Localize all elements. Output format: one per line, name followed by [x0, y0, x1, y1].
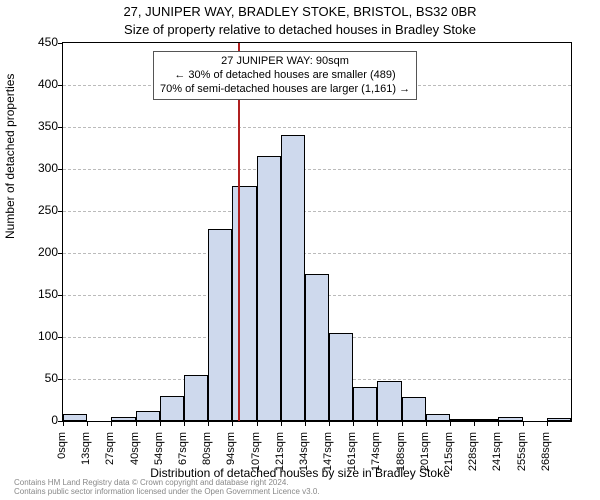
histogram-bar: [63, 414, 87, 421]
x-tick-mark: [136, 421, 137, 426]
y-tick-label: 300: [18, 161, 58, 175]
histogram-bar: [184, 375, 208, 421]
y-tick-label: 350: [18, 119, 58, 133]
histogram-bar: [329, 333, 353, 421]
chart-container: 27, JUNIPER WAY, BRADLEY STOKE, BRISTOL,…: [0, 0, 600, 500]
y-axis-label: Number of detached properties: [3, 74, 17, 239]
x-tick-label: 40sqm: [129, 432, 141, 482]
grid-line: [63, 211, 571, 212]
x-tick-label: 13sqm: [80, 432, 92, 482]
x-tick-label: 161sqm: [346, 432, 358, 482]
x-tick-mark: [208, 421, 209, 426]
y-tick-mark: [58, 211, 63, 212]
x-tick-label: 255sqm: [516, 432, 528, 482]
x-tick-mark: [474, 421, 475, 426]
x-tick-label: 147sqm: [322, 432, 334, 482]
y-tick-label: 100: [18, 329, 58, 343]
x-tick-mark: [87, 421, 88, 426]
x-tick-mark: [184, 421, 185, 426]
y-tick-mark: [58, 379, 63, 380]
x-tick-mark: [63, 421, 64, 426]
x-tick-mark: [281, 421, 282, 426]
histogram-bar: [305, 274, 329, 421]
plot-area: 27 JUNIPER WAY: 90sqm ← 30% of detached …: [62, 42, 572, 422]
title-sub: Size of property relative to detached ho…: [0, 22, 600, 37]
grid-line: [63, 127, 571, 128]
x-tick-label: 268sqm: [540, 432, 552, 482]
x-tick-label: 228sqm: [467, 432, 479, 482]
y-tick-label: 450: [18, 35, 58, 49]
y-tick-mark: [58, 127, 63, 128]
annotation-line-3: 70% of semi-detached houses are larger (…: [160, 83, 410, 97]
x-tick-mark: [450, 421, 451, 426]
title-main: 27, JUNIPER WAY, BRADLEY STOKE, BRISTOL,…: [0, 4, 600, 19]
x-tick-mark: [377, 421, 378, 426]
x-tick-label: 134sqm: [298, 432, 310, 482]
y-tick-label: 400: [18, 77, 58, 91]
histogram-bar: [377, 381, 401, 421]
y-tick-mark: [58, 43, 63, 44]
histogram-bar: [160, 396, 184, 421]
histogram-bar: [450, 419, 474, 421]
x-tick-mark: [523, 421, 524, 426]
annotation-line-1: 27 JUNIPER WAY: 90sqm: [160, 55, 410, 69]
x-tick-label: 215sqm: [443, 432, 455, 482]
x-tick-mark: [111, 421, 112, 426]
x-tick-label: 121sqm: [274, 432, 286, 482]
histogram-bar: [474, 419, 498, 421]
x-tick-label: 174sqm: [370, 432, 382, 482]
histogram-bar: [111, 417, 135, 421]
x-tick-label: 54sqm: [153, 432, 165, 482]
x-tick-label: 107sqm: [250, 432, 262, 482]
y-tick-label: 50: [18, 371, 58, 385]
histogram-bar: [547, 418, 571, 421]
footer-line-2: Contains public sector information licen…: [14, 488, 320, 497]
x-tick-mark: [426, 421, 427, 426]
y-tick-mark: [58, 169, 63, 170]
x-tick-mark: [402, 421, 403, 426]
x-tick-label: 67sqm: [177, 432, 189, 482]
x-tick-mark: [160, 421, 161, 426]
histogram-bar: [257, 156, 281, 421]
histogram-bar: [136, 411, 160, 421]
y-tick-label: 200: [18, 245, 58, 259]
y-tick-mark: [58, 337, 63, 338]
histogram-bar: [426, 414, 450, 421]
y-tick-label: 250: [18, 203, 58, 217]
annotation-box: 27 JUNIPER WAY: 90sqm ← 30% of detached …: [153, 51, 417, 100]
footer: Contains HM Land Registry data © Crown c…: [14, 479, 320, 497]
x-tick-mark: [329, 421, 330, 426]
x-tick-mark: [498, 421, 499, 426]
histogram-bar: [208, 229, 232, 421]
x-tick-label: 80sqm: [201, 432, 213, 482]
grid-line: [63, 253, 571, 254]
x-tick-mark: [305, 421, 306, 426]
x-tick-label: 241sqm: [491, 432, 503, 482]
x-tick-label: 188sqm: [395, 432, 407, 482]
grid-line: [63, 169, 571, 170]
x-tick-label: 27sqm: [104, 432, 116, 482]
y-tick-label: 150: [18, 287, 58, 301]
x-tick-mark: [547, 421, 548, 426]
x-tick-label: 0sqm: [56, 432, 68, 482]
y-tick-mark: [58, 295, 63, 296]
x-tick-mark: [232, 421, 233, 426]
y-tick-mark: [58, 85, 63, 86]
y-tick-label: 0: [18, 413, 58, 427]
x-tick-label: 94sqm: [225, 432, 237, 482]
x-tick-mark: [257, 421, 258, 426]
histogram-bar: [281, 135, 305, 421]
annotation-line-2: ← 30% of detached houses are smaller (48…: [160, 69, 410, 83]
y-tick-mark: [58, 253, 63, 254]
histogram-bar: [498, 417, 522, 421]
histogram-bar: [402, 397, 426, 421]
x-tick-mark: [353, 421, 354, 426]
histogram-bar: [232, 186, 256, 421]
x-tick-label: 201sqm: [419, 432, 431, 482]
histogram-bar: [353, 387, 377, 421]
